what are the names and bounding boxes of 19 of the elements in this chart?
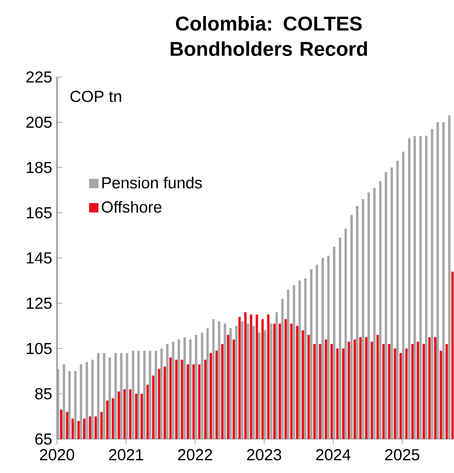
legend-label: Pension funds — [102, 176, 202, 188]
x-tick-label: 2022 — [178, 449, 212, 460]
y-tick-label: 65 — [35, 433, 52, 445]
y-axis-title: COP tn — [70, 90, 122, 102]
legend-label: Offshore — [102, 200, 162, 213]
y-tick-label: 225 — [26, 71, 52, 83]
y-tick-label: 205 — [26, 116, 52, 128]
y-tick-label: 85 — [35, 388, 52, 400]
x-tick-label: 2025 — [385, 449, 420, 460]
y-tick-label: 185 — [26, 162, 52, 174]
x-tick-label: 2023 — [247, 449, 282, 460]
y-tick-label: 125 — [26, 298, 52, 309]
x-tick-label: 2021 — [109, 449, 144, 460]
y-tick-label: 105 — [26, 342, 52, 354]
y-tick-label: 165 — [26, 207, 52, 218]
chart-title: Colombia: COLTES Bondholders Record — [170, 16, 367, 56]
x-tick-label: 2020 — [40, 449, 74, 460]
y-tick-label: 145 — [26, 252, 52, 264]
x-tick-label: 2024 — [316, 449, 350, 460]
